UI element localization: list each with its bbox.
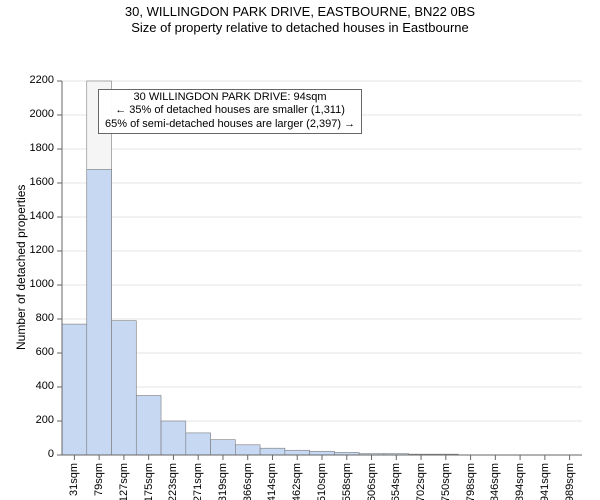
x-tick-label: 175sqm <box>143 463 155 500</box>
title-line-1: 30, WILLINGDON PARK DRIVE, EASTBOURNE, B… <box>0 4 600 20</box>
y-tick-label: 2200 <box>0 74 54 86</box>
x-tick-label: 941sqm <box>539 463 551 500</box>
x-tick-label: 989sqm <box>564 463 576 500</box>
annotation-line-1: 30 WILLINGDON PARK DRIVE: 94sqm <box>105 91 355 105</box>
annotation-line-2: ← 35% of detached houses are smaller (1,… <box>105 104 355 118</box>
x-tick-label: 414sqm <box>266 463 278 500</box>
x-tick-label: 366sqm <box>242 463 254 500</box>
x-tick-label: 319sqm <box>217 463 229 500</box>
y-tick-label: 400 <box>0 380 54 392</box>
x-tick-label: 79sqm <box>93 463 105 496</box>
annotation-line-3: 65% of semi-detached houses are larger (… <box>105 118 355 132</box>
annotation-box: 30 WILLINGDON PARK DRIVE: 94sqm ← 35% of… <box>98 89 362 134</box>
y-tick-label: 2000 <box>0 108 54 120</box>
x-tick-label: 510sqm <box>316 463 328 500</box>
x-tick-label: 223sqm <box>167 463 179 500</box>
x-tick-label: 606sqm <box>366 463 378 500</box>
y-tick-label: 1800 <box>0 142 54 154</box>
page-title: 30, WILLINGDON PARK DRIVE, EASTBOURNE, B… <box>0 0 600 37</box>
x-tick-label: 654sqm <box>390 463 402 500</box>
x-tick-label: 127sqm <box>118 463 130 500</box>
x-tick-label: 31sqm <box>68 463 80 496</box>
x-tick-label: 894sqm <box>514 463 526 500</box>
x-tick-label: 798sqm <box>465 463 477 500</box>
x-tick-label: 462sqm <box>291 463 303 500</box>
title-line-2: Size of property relative to detached ho… <box>0 20 600 36</box>
histogram-chart: 0200400600800100012001400160018002000220… <box>0 37 600 500</box>
y-axis-label: Number of detached properties <box>14 185 28 350</box>
y-tick-label: 200 <box>0 414 54 426</box>
x-tick-label: 750sqm <box>440 463 452 500</box>
x-tick-label: 558sqm <box>341 463 353 500</box>
y-tick-label: 0 <box>0 448 54 460</box>
x-tick-label: 271sqm <box>192 463 204 500</box>
x-tick-label: 846sqm <box>489 463 501 500</box>
x-tick-label: 702sqm <box>415 463 427 500</box>
